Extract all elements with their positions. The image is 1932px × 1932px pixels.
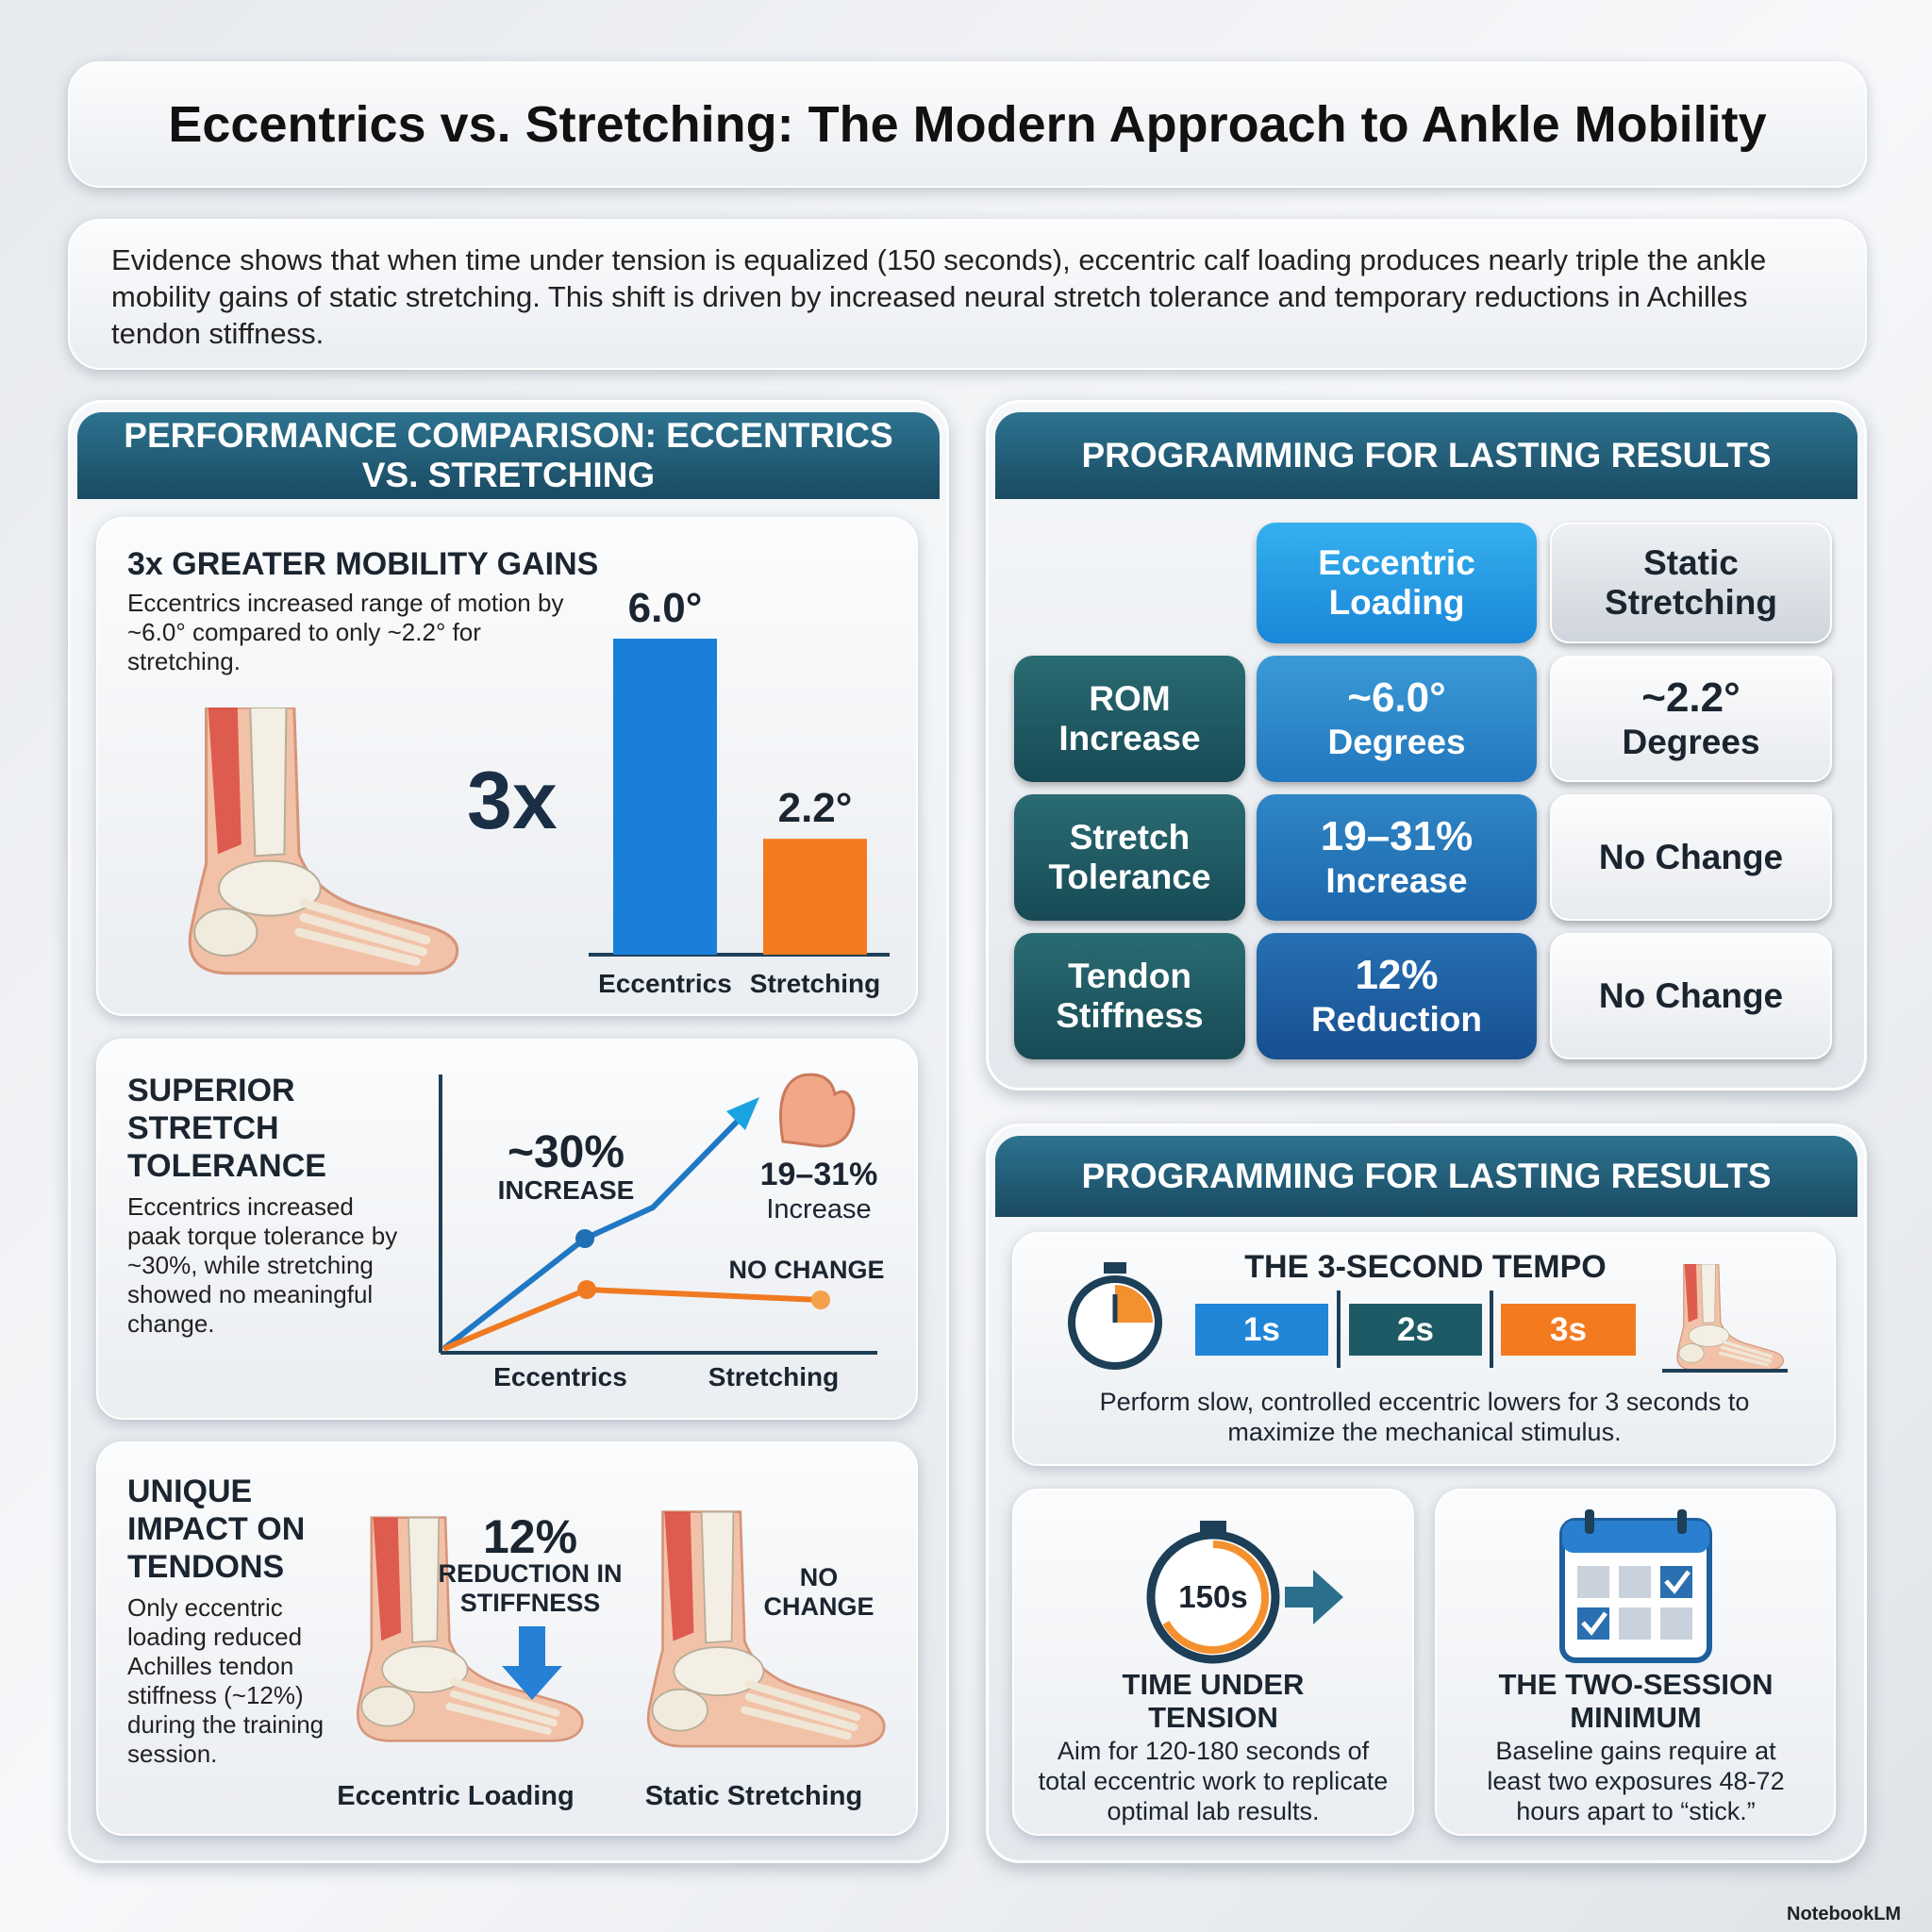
bar-value-label: 2.2° bbox=[778, 785, 853, 831]
stopwatch-arc bbox=[1162, 1541, 1270, 1654]
tempo-title: THE 3-SECOND TEMPO bbox=[1244, 1249, 1607, 1285]
cell-sub: Degrees bbox=[1622, 723, 1760, 761]
table-cell: No Change bbox=[1550, 794, 1832, 921]
footer: NotebookLM bbox=[1787, 1904, 1902, 1924]
cell-value: 19–31% bbox=[1320, 813, 1474, 859]
bar-value-label: 6.0° bbox=[628, 585, 703, 631]
tempo-step-label: 2s bbox=[1397, 1311, 1434, 1348]
calendar-day bbox=[1619, 1607, 1651, 1640]
intro-box: Evidence shows that when time under tens… bbox=[68, 219, 1867, 370]
cell-sub: Increase bbox=[1325, 861, 1468, 900]
chart-label: NO CHANGE bbox=[728, 1256, 885, 1284]
tempo-step bbox=[1501, 1304, 1636, 1356]
check bbox=[1664, 1570, 1690, 1594]
cell-value: No Change bbox=[1598, 838, 1784, 876]
caption: Static Stretching bbox=[644, 1781, 863, 1811]
cell-value: 12% bbox=[1355, 952, 1439, 998]
table-cell: ~6.0° Degrees bbox=[1257, 656, 1537, 782]
multiplier: 3x bbox=[467, 756, 558, 846]
down-arrow bbox=[502, 1626, 562, 1700]
right-arrow bbox=[1285, 1570, 1343, 1624]
performance-header: PERFORMANCE COMPARISON: ECCENTRICS VS. S… bbox=[77, 412, 940, 499]
chart-label: INCREASE bbox=[497, 1175, 635, 1205]
check bbox=[1581, 1611, 1607, 1636]
tempo-step bbox=[1195, 1304, 1328, 1356]
card-text: Only eccentric loading reduced Achilles … bbox=[127, 1593, 325, 1768]
card-text: Eccentrics increased range of motion by … bbox=[127, 589, 564, 675]
table-header: PROGRAMMING FOR LASTING RESULTS bbox=[995, 412, 1857, 499]
muscle-icon bbox=[779, 1073, 856, 1148]
chart-label: 19–31% bbox=[759, 1157, 878, 1192]
tendon-label: NO CHANGE bbox=[763, 1563, 874, 1621]
cell-value: ~2.2° bbox=[1641, 675, 1740, 721]
tip-text: Aim for 120-180 seconds of total eccentr… bbox=[1038, 1737, 1389, 1825]
tip-title: THE TWO-SESSION MINIMUM bbox=[1498, 1668, 1774, 1734]
row-label: Stretch Tolerance bbox=[1014, 794, 1245, 921]
row-label: ROM Increase bbox=[1014, 656, 1245, 782]
calendar-day bbox=[1619, 1566, 1651, 1598]
stopwatch bbox=[1146, 1530, 1280, 1664]
row-label: Tendon Stiffness bbox=[1014, 933, 1245, 1059]
column-header: Eccentric Loading bbox=[1257, 523, 1537, 643]
table-cell: ~2.2° Degrees bbox=[1550, 656, 1832, 782]
card-title: UNIQUE IMPACT ON TENDONS bbox=[127, 1474, 306, 1585]
column-header: Static Stretching bbox=[1550, 523, 1832, 643]
title-box: Eccentrics vs. Stretching: The Modern Ap… bbox=[68, 61, 1867, 188]
tempo-text: Perform slow, controlled eccentric lower… bbox=[1099, 1388, 1750, 1446]
x-label: Stretching bbox=[708, 1362, 840, 1391]
table-cell: No Change bbox=[1550, 933, 1832, 1059]
programming-header: PROGRAMMING FOR LASTING RESULTS bbox=[995, 1136, 1857, 1217]
chart-label: Increase bbox=[766, 1194, 872, 1224]
stopwatch-button bbox=[1104, 1262, 1126, 1274]
caption: Eccentric Loading bbox=[337, 1781, 575, 1811]
tempo-step-label: 1s bbox=[1243, 1311, 1280, 1348]
calendar-day bbox=[1577, 1566, 1609, 1598]
x-label: Eccentrics bbox=[493, 1362, 627, 1391]
bar bbox=[613, 639, 717, 955]
cell-sub: Degrees bbox=[1327, 723, 1466, 761]
eccentric-trend bbox=[441, 1110, 748, 1352]
calendar-ring bbox=[1677, 1509, 1687, 1534]
cell-value: No Change bbox=[1598, 976, 1784, 1015]
foot-illustration bbox=[190, 708, 457, 974]
x-label: Stretching bbox=[750, 969, 880, 998]
table-cell: 19–31% Increase bbox=[1257, 794, 1537, 921]
cell-sub: Reduction bbox=[1311, 1000, 1482, 1039]
tip-title: TIME UNDER TENSION bbox=[1122, 1668, 1305, 1734]
x-label: Eccentrics bbox=[598, 969, 732, 998]
tempo-step-label: 3s bbox=[1550, 1311, 1587, 1348]
trend-arrow bbox=[726, 1097, 759, 1130]
trend-point bbox=[577, 1280, 596, 1299]
card-title: SUPERIOR STRETCH TOLERANCE bbox=[127, 1073, 326, 1184]
bar bbox=[763, 839, 867, 955]
calendar-header bbox=[1562, 1521, 1709, 1553]
table-cell: 12% Reduction bbox=[1257, 933, 1537, 1059]
stretching-trend bbox=[441, 1286, 822, 1352]
intro-text: Evidence shows that when time under tens… bbox=[111, 243, 1767, 350]
tendon-label: REDUCTION IN STIFFNESS bbox=[438, 1559, 623, 1617]
card-text: Eccentrics increased paak torque toleran… bbox=[127, 1192, 398, 1338]
trend-point bbox=[811, 1291, 830, 1309]
card-title: 3x GREATER MOBILITY GAINS bbox=[127, 546, 599, 582]
tendons-card bbox=[96, 1441, 918, 1836]
tendon-label: 12% bbox=[482, 1510, 578, 1563]
stopwatch-wedge bbox=[1115, 1285, 1153, 1323]
tempo-step bbox=[1349, 1304, 1482, 1356]
decoration bbox=[190, 708, 1788, 1746]
stopwatch-button bbox=[1200, 1521, 1226, 1534]
bar-chart: 6.0° Eccentrics 2.2° Stretching bbox=[598, 585, 880, 998]
page-title: Eccentrics vs. Stretching: The Modern Ap… bbox=[168, 96, 1767, 153]
foot-illustration bbox=[648, 1512, 884, 1746]
chart-label: ~30% bbox=[507, 1127, 625, 1177]
calendar-ring bbox=[1585, 1509, 1594, 1534]
trend-point bbox=[575, 1229, 594, 1248]
calendar-day bbox=[1660, 1607, 1692, 1640]
cell-value: ~6.0° bbox=[1347, 675, 1446, 721]
stopwatch-badge: 150s bbox=[1178, 1579, 1248, 1614]
tip-text: Baseline gains require at least two expo… bbox=[1487, 1737, 1785, 1825]
